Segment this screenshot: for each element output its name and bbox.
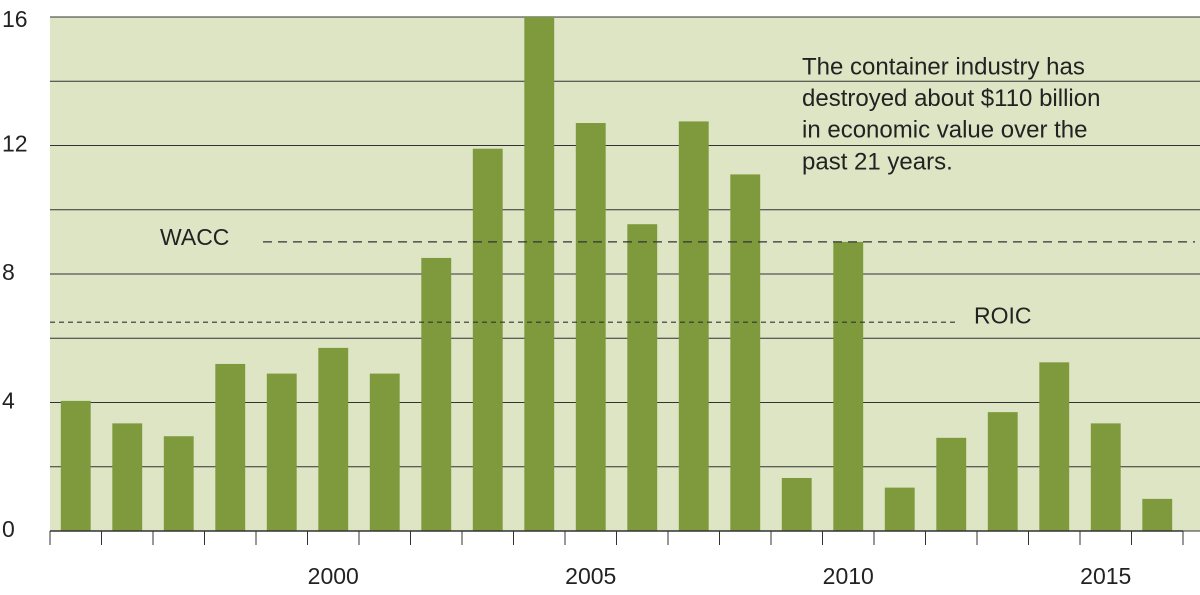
bar	[1090, 423, 1121, 531]
bar	[936, 437, 967, 531]
bar	[987, 412, 1018, 531]
bar	[575, 123, 606, 531]
reference-label: WACC	[160, 224, 229, 250]
x-tick-label: 2015	[1080, 563, 1131, 589]
bar	[781, 477, 812, 531]
bar	[1142, 498, 1173, 531]
x-tick-label: 2000	[308, 563, 359, 589]
bar	[884, 487, 915, 531]
bar	[1039, 362, 1070, 531]
x-tick-label: 2010	[823, 563, 874, 589]
bar	[60, 400, 91, 531]
annotation: destroyed about $110 billion	[802, 85, 1100, 112]
y-tick-label: 4	[2, 388, 15, 414]
x-tick-label: 2005	[565, 563, 616, 589]
bar	[678, 121, 709, 531]
bar	[215, 363, 246, 531]
bar	[163, 436, 194, 531]
y-tick-label: 8	[2, 259, 15, 285]
bar	[472, 148, 503, 531]
y-tick-label: 12	[2, 131, 28, 157]
bar	[524, 17, 555, 531]
reference-label: ROIC	[974, 302, 1032, 328]
bar	[266, 373, 297, 531]
y-tick-label: 0	[2, 516, 15, 542]
bar	[318, 347, 349, 531]
bar	[421, 257, 452, 531]
bar	[730, 174, 761, 531]
annotation: in economic value over the	[802, 117, 1088, 144]
bar	[833, 241, 864, 531]
y-tick-label: 16	[2, 6, 28, 32]
annotation: The container industry has	[802, 53, 1085, 80]
bar	[369, 373, 400, 531]
bar	[112, 423, 143, 531]
annotation: past 21 years.	[802, 148, 953, 175]
bar	[627, 224, 658, 532]
